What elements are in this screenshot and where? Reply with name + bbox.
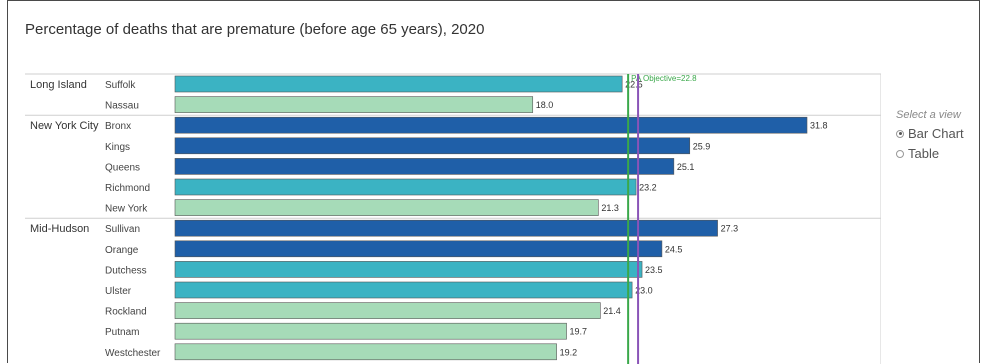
bar xyxy=(174,281,633,299)
reference-line-label: PA Objective=22.8 xyxy=(631,74,697,83)
bar xyxy=(174,96,534,113)
bar xyxy=(174,219,718,237)
county-label: Putnam xyxy=(105,327,139,338)
view-option-bar-chart[interactable]: Bar Chart xyxy=(896,126,964,141)
radio-button-icon[interactable] xyxy=(896,149,904,158)
data-label: 18.0 xyxy=(536,100,554,110)
county-label: Suffolk xyxy=(105,80,136,91)
bar xyxy=(174,199,599,216)
county-label: Richmond xyxy=(105,183,150,194)
county-label: Westchester xyxy=(105,348,161,359)
county-label: Rockland xyxy=(105,307,147,318)
region-label: Mid-Hudson xyxy=(30,223,89,235)
chart-title: Percentage of deaths that are premature … xyxy=(25,21,485,38)
bar xyxy=(174,322,567,340)
bar xyxy=(174,137,691,155)
bar xyxy=(174,261,643,278)
county-label: Nassau xyxy=(105,101,139,112)
bar xyxy=(174,302,601,319)
view-option-table[interactable]: Table xyxy=(896,146,939,161)
county-label: Ulster xyxy=(105,286,132,297)
bar xyxy=(174,116,808,134)
data-label: 27.3 xyxy=(721,224,739,234)
bar xyxy=(174,75,623,93)
bar-chart: Long Island Suffolk 22.5 Nassau 18.0 New York… xyxy=(25,73,881,364)
data-label: 25.1 xyxy=(677,162,695,172)
bar xyxy=(174,343,557,361)
bar xyxy=(174,240,663,258)
county-label: Kings xyxy=(105,142,130,153)
chart-frame: Percentage of deaths that are premature … xyxy=(7,0,980,364)
data-label: 21.4 xyxy=(603,306,621,316)
data-label: 31.8 xyxy=(810,121,828,131)
county-label: Queens xyxy=(105,162,140,173)
region-label: Long Island xyxy=(30,79,87,91)
data-label: 19.2 xyxy=(560,347,578,357)
data-label: 23.0 xyxy=(635,286,653,296)
data-label: 23.2 xyxy=(639,183,657,193)
county-label: Dutchess xyxy=(105,265,147,276)
county-label: Orange xyxy=(105,245,139,256)
data-label: 24.5 xyxy=(665,244,683,254)
view-selector-title: Select a view xyxy=(896,109,961,121)
view-option-label: Table xyxy=(908,146,940,161)
view-option-label: Bar Chart xyxy=(908,126,964,141)
data-label: 23.5 xyxy=(645,265,663,275)
bar xyxy=(174,158,675,175)
county-label: New York xyxy=(105,204,148,215)
data-label: 22.5 xyxy=(625,80,643,90)
bar xyxy=(174,178,637,196)
county-label: Bronx xyxy=(105,121,131,132)
region-label: New York City xyxy=(30,120,99,132)
radio-button-selected-icon[interactable] xyxy=(896,129,904,138)
data-label: 19.7 xyxy=(570,327,588,337)
data-label: 25.9 xyxy=(693,141,711,151)
data-label: 21.3 xyxy=(601,203,619,213)
county-label: Sullivan xyxy=(105,224,140,235)
